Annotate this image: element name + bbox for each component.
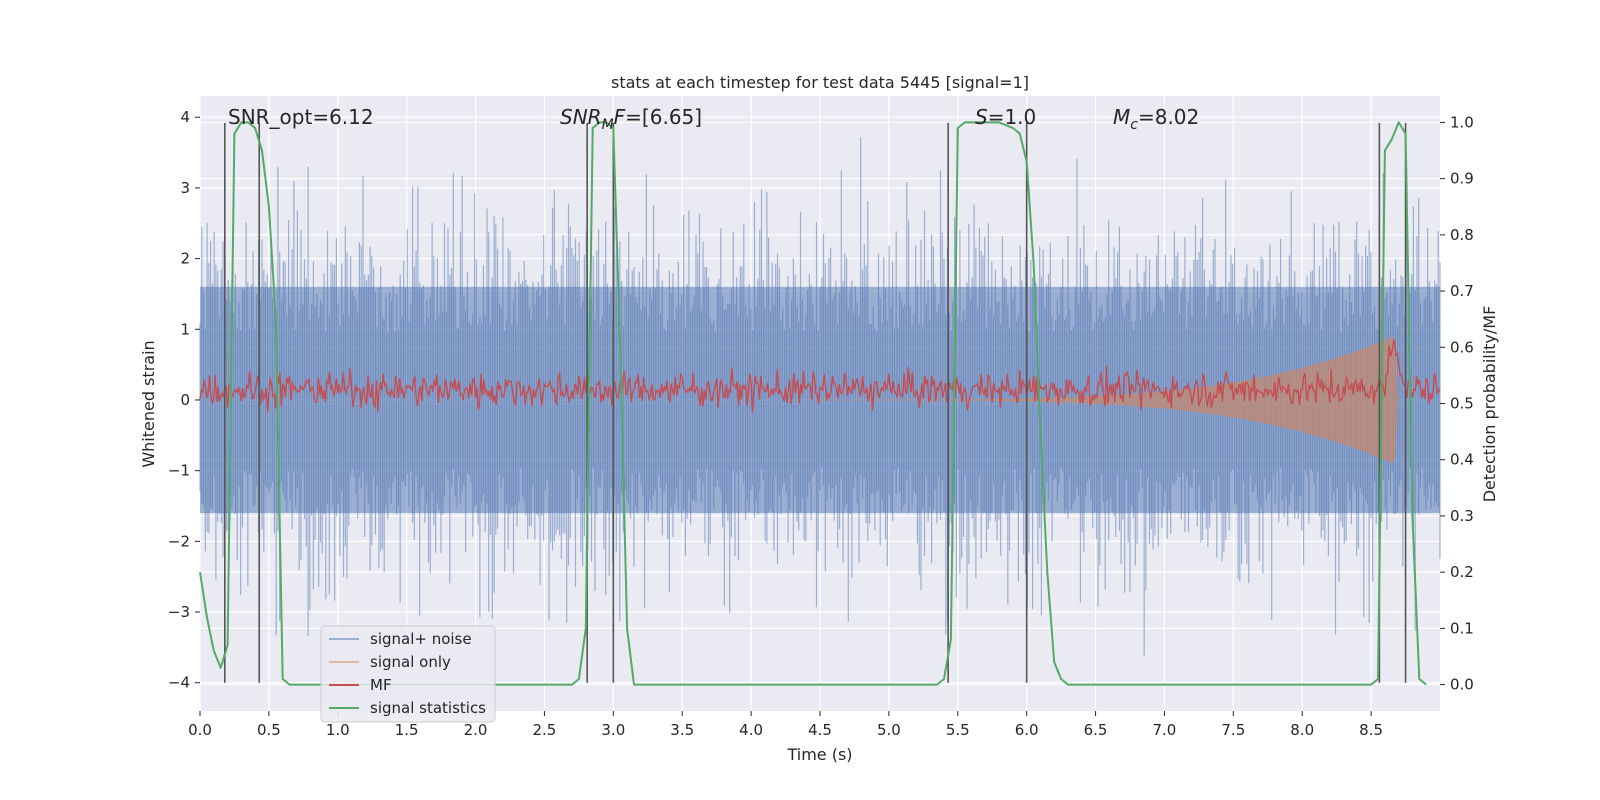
y2-tick-label-5: 0.5 — [1450, 395, 1474, 413]
signal-statistics-line — [199, 121, 1427, 686]
ticks-layer: 0.0 0.5 1.0 1.5 2.0 2.5 3.0 3.5 4.0 4.5 5.0 5.5 6.0 6… — [168, 108, 1474, 739]
y2-tick-label-8: 0.8 — [1450, 226, 1474, 244]
x-tick-label-15: 7.5 — [1221, 721, 1245, 739]
y2-tick-label-4: 0.4 — [1450, 451, 1474, 469]
annotation-snr-opt: SNR_opt=6.12 — [228, 105, 374, 129]
x-tick-label-13: 6.5 — [1084, 721, 1108, 739]
x-tick-label-7: 3.5 — [670, 721, 694, 739]
x-tick-label-2: 1.0 — [326, 721, 350, 739]
legend-label-signal-statistics: signal statistics — [370, 699, 486, 717]
y2-tick-label-10: 1.0 — [1450, 113, 1474, 131]
x-tick-label-14: 7.0 — [1153, 721, 1177, 739]
x-axis-label: Time (s) — [786, 745, 852, 764]
legend: signal+ noise signal only MF signal stat… — [320, 625, 496, 723]
y2-tick-label-2: 0.2 — [1450, 563, 1474, 581]
y-axis-label: Whitened strain — [139, 340, 158, 467]
x-tick-label-5: 2.5 — [533, 721, 557, 739]
chart-title: stats at each timestep for test data 544… — [611, 73, 1029, 92]
y-tick-label-4: 0 — [180, 391, 190, 409]
legend-label-mf: MF — [370, 676, 392, 694]
mf-trace — [199, 339, 1441, 413]
x-tick-label-1: 0.5 — [257, 721, 281, 739]
y-tick-label-5: 1 — [180, 320, 190, 338]
x-tick-label-0: 0.0 — [188, 721, 212, 739]
x-tick-label-17: 8.5 — [1359, 721, 1383, 739]
x-tick-label-10: 5.0 — [877, 721, 901, 739]
annotation-s: S=1.0 — [975, 105, 1036, 129]
annotation-mc: Mc=8.02 — [1113, 105, 1199, 133]
y-tick-label-2: −2 — [168, 532, 190, 550]
legend-label-signal-only: signal only — [370, 653, 451, 671]
x-tick-label-12: 6.0 — [1015, 721, 1039, 739]
y2-tick-label-3: 0.3 — [1450, 507, 1474, 525]
y2-axis-label: Detection probability/MF — [1480, 306, 1499, 503]
y2-tick-label-7: 0.7 — [1450, 282, 1474, 300]
x-tick-label-8: 4.0 — [739, 721, 763, 739]
legend-box — [320, 625, 496, 723]
y-tick-label-8: 4 — [180, 108, 190, 126]
annotation-snr-mf: SNRMF=[6.65] — [560, 105, 702, 133]
mf-layer — [199, 339, 1441, 413]
y-tick-label-1: −3 — [168, 603, 190, 621]
legend-label-signal-noise: signal+ noise — [370, 630, 472, 648]
x-tick-label-16: 8.0 — [1290, 721, 1314, 739]
x-tick-label-6: 3.0 — [601, 721, 625, 739]
y2-tick-label-6: 0.6 — [1450, 338, 1474, 356]
x-tick-label-9: 4.5 — [808, 721, 832, 739]
y2-tick-label-9: 0.9 — [1450, 170, 1474, 188]
y2-tick-label-1: 0.1 — [1450, 619, 1474, 637]
y-tick-label-7: 3 — [180, 179, 190, 197]
y-tick-label-3: −1 — [168, 462, 190, 480]
x-tick-label-4: 2.0 — [464, 721, 488, 739]
y-tick-label-6: 2 — [180, 250, 190, 268]
x-tick-label-11: 5.5 — [946, 721, 970, 739]
signal-statistics-layer — [199, 121, 1427, 686]
x-tick-label-3: 1.5 — [395, 721, 419, 739]
y2-tick-label-0: 0.0 — [1450, 676, 1474, 694]
y-tick-label-0: −4 — [168, 674, 190, 692]
